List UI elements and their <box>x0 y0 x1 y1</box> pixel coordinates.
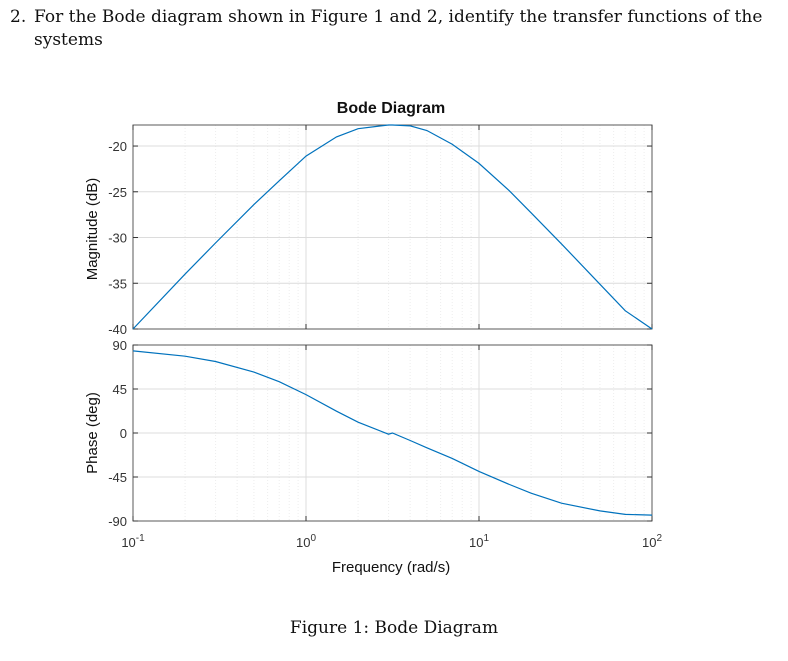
question-line-1: For the Bode diagram shown in Figure 1 a… <box>34 7 763 27</box>
magnitude-y-tick-label: -20 <box>108 139 127 154</box>
y-axis-label-magnitude: Magnitude (dB) <box>84 178 101 281</box>
question-number: 2. <box>10 7 27 27</box>
magnitude-y-tick-label: -30 <box>108 231 127 246</box>
magnitude-curve <box>132 124 653 330</box>
question-text: 2. For the Bode diagram shown in Figure 1… <box>10 6 782 52</box>
chart-title: Bode Diagram <box>337 100 445 117</box>
x-tick-label: 101 <box>469 533 489 550</box>
x-tick-label-base: 10 <box>469 535 483 550</box>
x-tick-label: 102 <box>642 533 662 550</box>
phase-y-tick-label: -90 <box>108 514 127 529</box>
phase-y-tick-label: 0 <box>120 426 127 441</box>
x-tick-label: 10-1 <box>121 533 145 550</box>
x-tick-label-exponent: 1 <box>483 533 489 544</box>
magnitude-y-tick-label: -35 <box>108 276 127 291</box>
magnitude-y-tick-label: -25 <box>108 185 127 200</box>
phase-y-tick-label: 90 <box>113 338 127 353</box>
x-tick-label-exponent: 0 <box>310 533 316 544</box>
y-axis-label-phase: Phase (deg) <box>84 392 101 474</box>
phase-curve <box>132 350 653 516</box>
x-tick-label-exponent: 2 <box>656 533 662 544</box>
magnitude-plot-area <box>133 125 652 329</box>
phase-y-tick-label: 45 <box>113 382 127 397</box>
x-axis-label: Frequency (rad/s) <box>332 559 450 576</box>
x-tick-label-base: 10 <box>642 535 656 550</box>
x-tick-label-exponent: -1 <box>136 533 145 544</box>
figure-caption: Figure 1: Bode Diagram <box>289 618 499 638</box>
x-tick-label: 100 <box>296 533 316 550</box>
phase-y-tick-label: -45 <box>108 470 127 485</box>
x-tick-label-base: 10 <box>296 535 310 550</box>
magnitude-y-tick-label: -40 <box>108 322 127 337</box>
question-line-2: systems <box>34 30 103 50</box>
x-tick-label-base: 10 <box>121 535 135 550</box>
